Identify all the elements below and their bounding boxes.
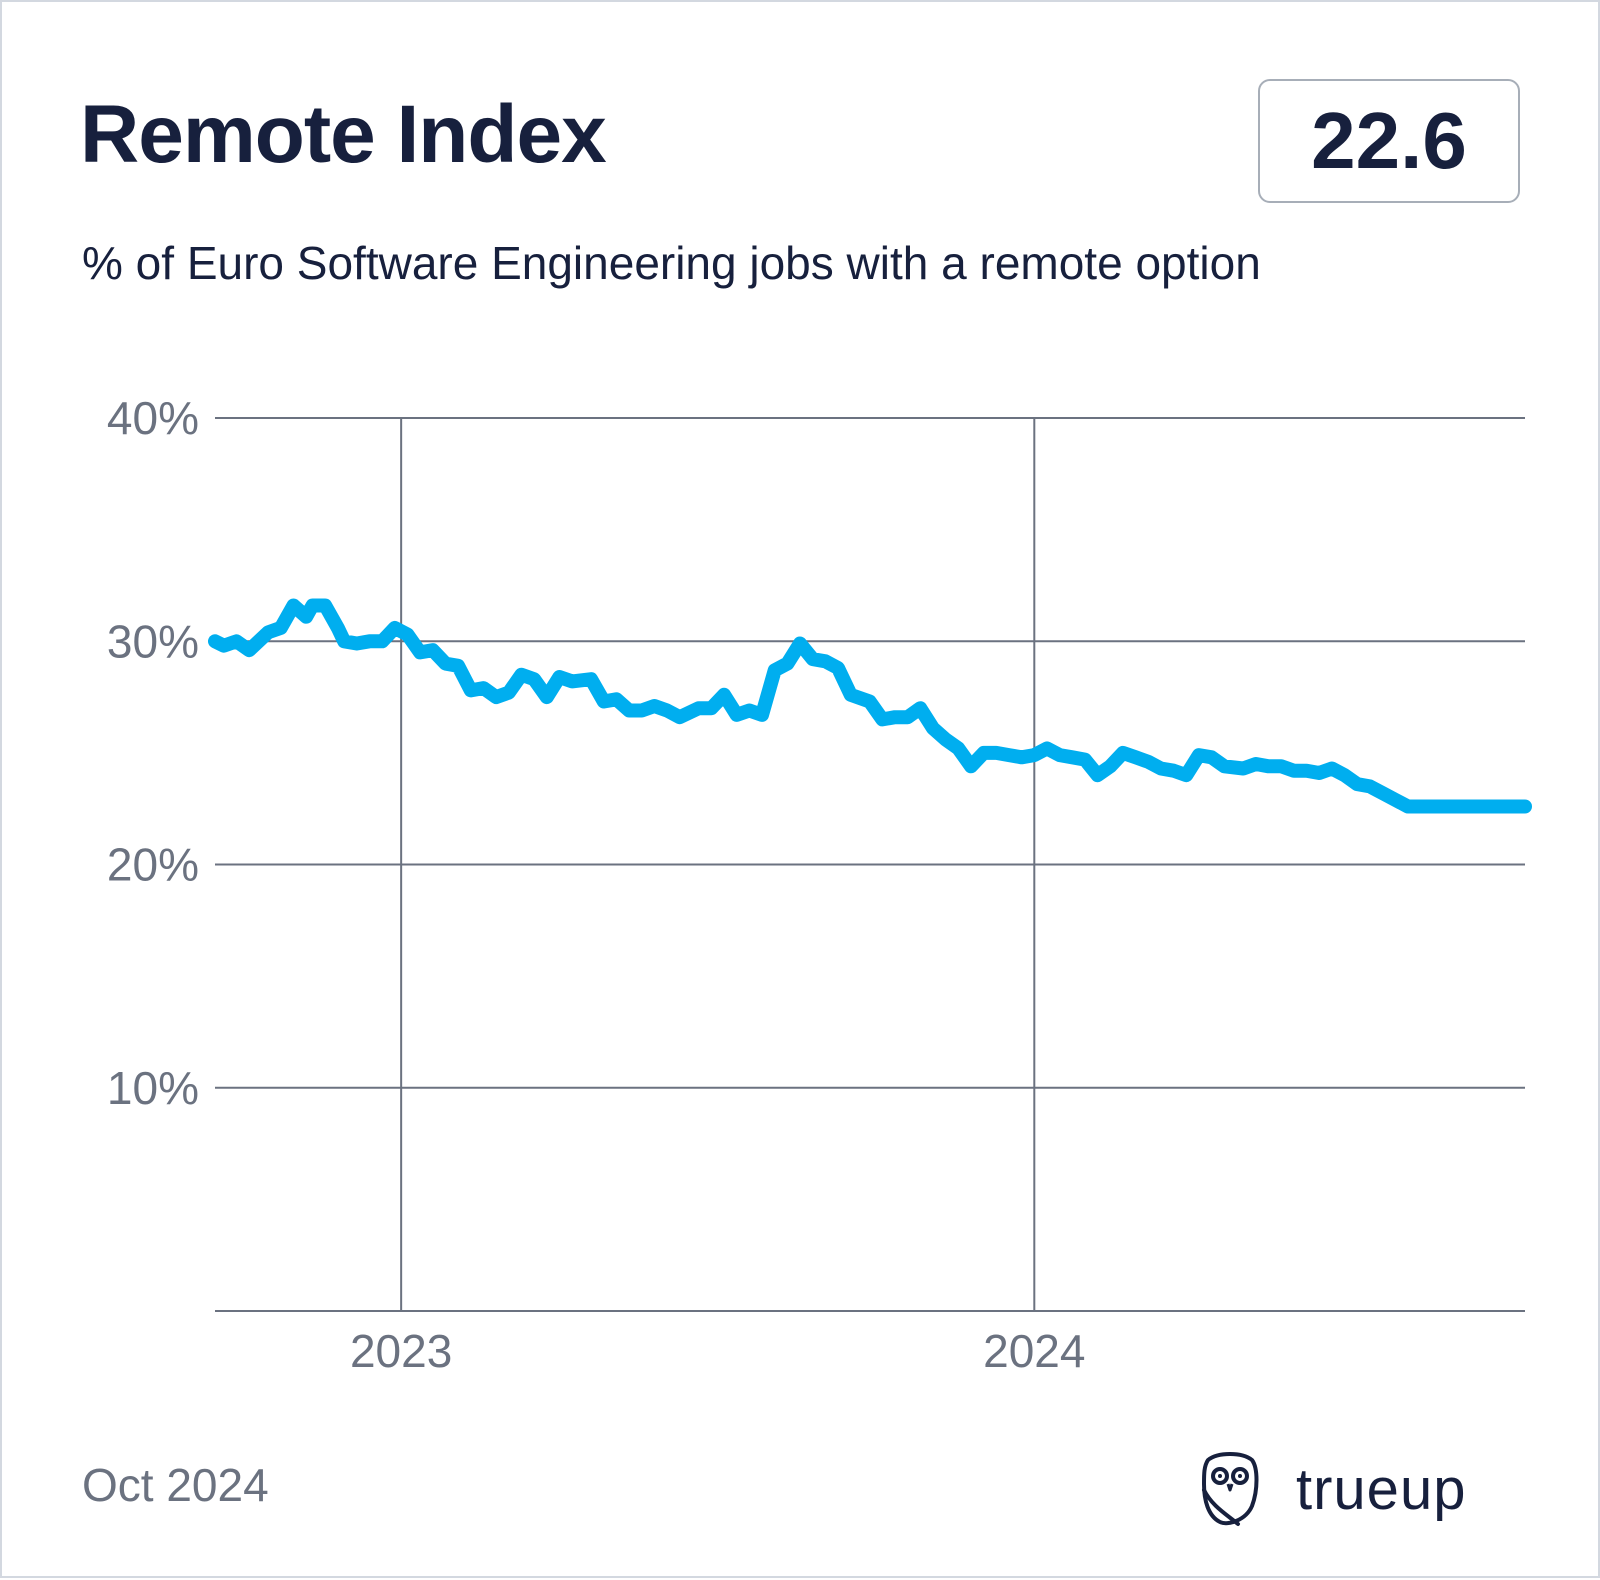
x-tick-label: 2023 (350, 1325, 452, 1377)
brand-logo[interactable]: trueup (1198, 1450, 1466, 1530)
series-line-remote-index (208, 598, 1532, 814)
y-tick-label: 30% (107, 615, 199, 667)
y-tick-label: 40% (107, 392, 199, 444)
series (208, 598, 1532, 814)
current-value-badge: 22.6 (1258, 79, 1520, 203)
brand-name: trueup (1296, 1457, 1467, 1522)
chart-title: Remote Index (80, 89, 607, 180)
y-tick-label: 20% (107, 839, 199, 891)
current-value: 22.6 (1311, 96, 1467, 185)
x-tick-label: 2024 (983, 1325, 1085, 1377)
report-date: Oct 2024 (82, 1459, 269, 1511)
owl-icon (1202, 1452, 1259, 1526)
axis-labels: 10% 20% 30% 40% 2023 2024 (107, 392, 1086, 1377)
y-tick-label: 10% (107, 1062, 199, 1114)
chart-subtitle: % of Euro Software Engineering jobs with… (82, 237, 1261, 289)
grid (215, 417, 1525, 1312)
